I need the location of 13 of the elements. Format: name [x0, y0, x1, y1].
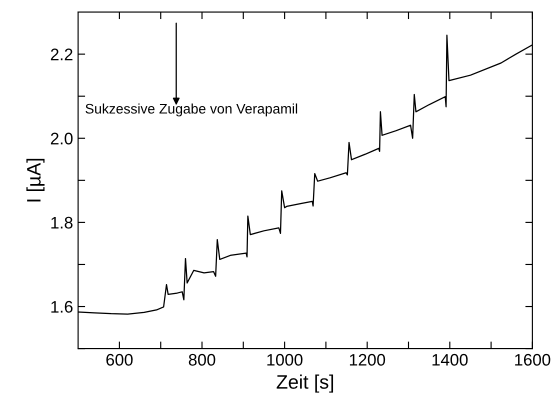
x-tick-label: 1000 — [267, 354, 302, 366]
x-tick-label: 1600 — [515, 354, 550, 366]
x-axis-title: Zeit [s] — [276, 374, 334, 393]
x-tick-label: 1200 — [350, 354, 386, 366]
y-axis-title: I [µA] — [26, 158, 45, 202]
y-tick-label: 2.0 — [50, 132, 73, 144]
x-tick-label: 1400 — [432, 354, 468, 366]
x-tick-label: 800 — [188, 354, 216, 366]
y-tick-label: 1.6 — [51, 300, 73, 313]
y-tick-label: 2.2 — [50, 48, 72, 60]
annotation: Sukzessive Zugabe von Verapamil — [86, 103, 298, 116]
y-tick-label: 1.8 — [51, 216, 73, 229]
x-tick-label: 600 — [106, 354, 133, 366]
